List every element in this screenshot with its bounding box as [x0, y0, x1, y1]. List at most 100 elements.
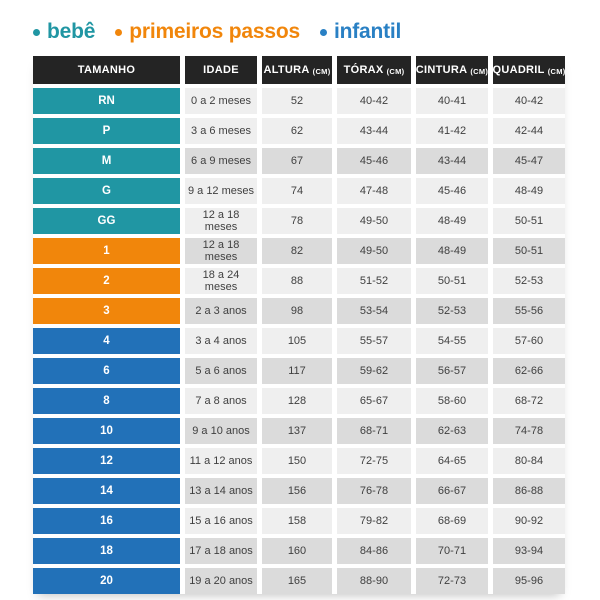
legend-item-primeiros-passos: primeiros passos — [115, 20, 300, 44]
size-cell: P — [33, 118, 180, 144]
waist-cell: 40-41 — [416, 88, 488, 114]
age-cell: 17 a 18 anos — [185, 538, 257, 564]
bullet-icon — [319, 28, 327, 36]
size-cell: 2 — [33, 268, 180, 294]
column-header-label: IDADE — [203, 64, 239, 76]
hip-cell: 93-94 — [493, 538, 565, 564]
hip-cell: 45-47 — [493, 148, 565, 174]
height-cell: 98 — [262, 298, 332, 324]
waist-cell: 64-65 — [416, 448, 488, 474]
size-cell: 1 — [33, 238, 180, 264]
chest-cell: 49-50 — [337, 238, 411, 264]
size-cell: 10 — [33, 418, 180, 444]
column-header-unit: (CM) — [386, 66, 405, 76]
waist-cell: 70-71 — [416, 538, 488, 564]
hip-cell: 48-49 — [493, 178, 565, 204]
chest-cell: 51-52 — [337, 268, 411, 294]
column-header-unit: (CM) — [312, 66, 331, 76]
legend-label: infantil — [333, 20, 402, 43]
size-table: TAMANHO IDADE ALTURA (CM) TÓRAX (CM) CINTURA (C… — [33, 56, 565, 594]
waist-cell: 68-69 — [416, 508, 488, 534]
age-cell: 9 a 12 meses — [185, 178, 257, 204]
hip-cell: 40-42 — [493, 88, 565, 114]
size-cell: 16 — [33, 508, 180, 534]
column-header-label: CINTURA — [415, 64, 468, 76]
column-header-label: TAMANHO — [77, 64, 136, 76]
column-header-unit: (CM) — [470, 66, 489, 76]
age-cell: 5 a 6 anos — [185, 358, 257, 384]
size-cell: 14 — [33, 478, 180, 504]
age-cell: 12 a 18 meses — [185, 208, 257, 234]
legend-item-bebe: bebê — [33, 20, 95, 44]
size-cell: RN — [33, 88, 180, 114]
hip-cell: 62-66 — [493, 358, 565, 384]
column-header: TAMANHO — [33, 56, 180, 84]
column-header: IDADE — [185, 56, 257, 84]
size-cell: 20 — [33, 568, 180, 594]
age-cell: 0 a 2 meses — [185, 88, 257, 114]
column-header: QUADRIL (CM) — [492, 56, 566, 84]
hip-cell: 50-51 — [493, 208, 565, 234]
height-cell: 160 — [262, 538, 332, 564]
size-cell: 6 — [33, 358, 180, 384]
chest-cell: 88-90 — [337, 568, 411, 594]
chest-cell: 49-50 — [337, 208, 411, 234]
chest-cell: 47-48 — [337, 178, 411, 204]
size-cell: M — [33, 148, 180, 174]
size-cell: G — [33, 178, 180, 204]
hip-cell: 68-72 — [493, 388, 565, 414]
age-cell: 3 a 6 meses — [185, 118, 257, 144]
legend-item-infantil: infantil — [319, 20, 402, 44]
height-cell: 150 — [262, 448, 332, 474]
chest-cell: 84-86 — [337, 538, 411, 564]
hip-cell: 95-96 — [493, 568, 565, 594]
chest-cell: 53-54 — [337, 298, 411, 324]
age-cell: 11 a 12 anos — [185, 448, 257, 474]
waist-cell: 62-63 — [416, 418, 488, 444]
column-header: TÓRAX (CM) — [337, 56, 411, 84]
waist-cell: 41-42 — [416, 118, 488, 144]
waist-cell: 48-49 — [416, 238, 488, 264]
hip-cell: 90-92 — [493, 508, 565, 534]
hip-cell: 55-56 — [493, 298, 565, 324]
waist-cell: 43-44 — [416, 148, 488, 174]
height-cell: 62 — [262, 118, 332, 144]
height-cell: 82 — [262, 238, 332, 264]
waist-cell: 66-67 — [416, 478, 488, 504]
height-cell: 88 — [262, 268, 332, 294]
age-cell: 2 a 3 anos — [185, 298, 257, 324]
age-cell: 18 a 24 meses — [185, 268, 257, 294]
size-cell: 18 — [33, 538, 180, 564]
column-header-unit: (CM) — [547, 66, 566, 76]
age-cell: 13 a 14 anos — [185, 478, 257, 504]
column-header-label: QUADRIL — [492, 64, 545, 76]
chest-cell: 65-67 — [337, 388, 411, 414]
waist-cell: 50-51 — [416, 268, 488, 294]
age-cell: 15 a 16 anos — [185, 508, 257, 534]
age-cell: 12 a 18 meses — [185, 238, 257, 264]
size-cell: 12 — [33, 448, 180, 474]
chest-cell: 40-42 — [337, 88, 411, 114]
age-cell: 19 a 20 anos — [185, 568, 257, 594]
column-header: ALTURA (CM) — [262, 56, 332, 84]
chest-cell: 43-44 — [337, 118, 411, 144]
waist-cell: 52-53 — [416, 298, 488, 324]
height-cell: 128 — [262, 388, 332, 414]
chest-cell: 76-78 — [337, 478, 411, 504]
height-cell: 117 — [262, 358, 332, 384]
size-cell: 3 — [33, 298, 180, 324]
age-cell: 9 a 10 anos — [185, 418, 257, 444]
bullet-icon — [115, 28, 123, 36]
height-cell: 78 — [262, 208, 332, 234]
column-header-label: ALTURA — [263, 64, 310, 76]
bullet-icon — [33, 28, 40, 36]
hip-cell: 80-84 — [493, 448, 565, 474]
hip-cell: 42-44 — [493, 118, 565, 144]
age-cell: 6 a 9 meses — [185, 148, 257, 174]
legend: bebê primeiros passos infantil — [33, 20, 401, 44]
hip-cell: 74-78 — [493, 418, 565, 444]
height-cell: 105 — [262, 328, 332, 354]
age-cell: 7 a 8 anos — [185, 388, 257, 414]
waist-cell: 48-49 — [416, 208, 488, 234]
